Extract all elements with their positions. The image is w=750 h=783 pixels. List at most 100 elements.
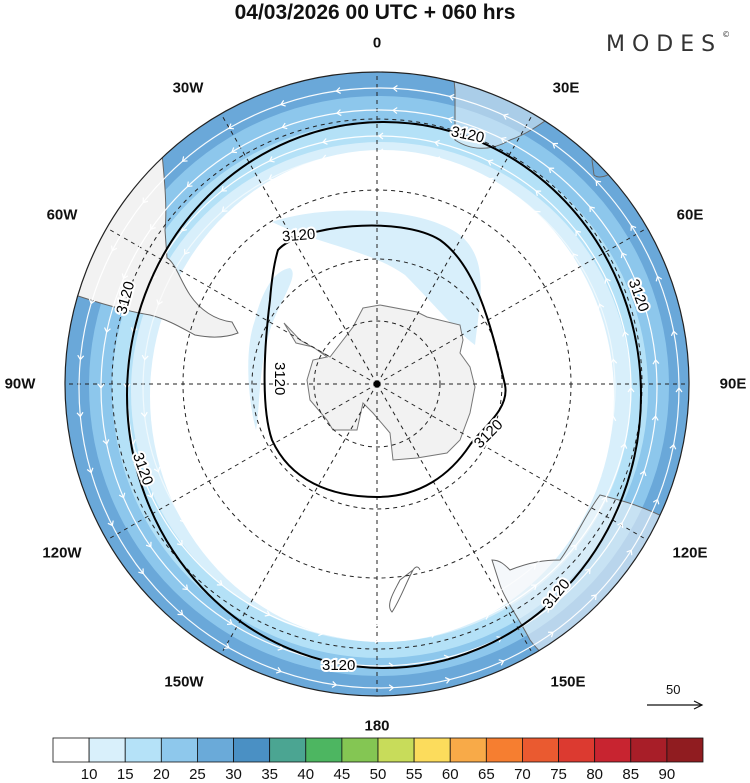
streamline-arrow-icon (121, 273, 129, 280)
streamline-arrow-icon (107, 520, 114, 527)
streamline-arrow-icon (627, 387, 635, 393)
streamline-arrow-icon (483, 595, 490, 602)
streamline-arrow-icon (617, 522, 624, 528)
streamline-arrow-icon (571, 544, 577, 551)
colorbar-label: 90 (658, 766, 676, 783)
streamline-arrow-icon (642, 303, 649, 310)
lon-label-60w: 60W (46, 206, 78, 224)
streamline-arrow-icon (670, 330, 678, 336)
streamline-arrow-icon (226, 619, 233, 625)
streamline-arrow-icon (97, 383, 105, 389)
contour-label: 3120 (281, 226, 316, 246)
meridian-line (106, 383, 378, 541)
new-zealand (389, 566, 421, 613)
streamline-arrow-icon (221, 206, 228, 213)
streamline-arrow-icon (591, 594, 597, 601)
streamline-arrow-icon (228, 123, 235, 130)
colorbar-label: 15 (116, 766, 134, 783)
lon-label-90w: 90W (4, 375, 36, 393)
streamline-arrow-icon (145, 541, 152, 548)
streamline-arrow-icon (502, 113, 509, 120)
streamline-arrow-icon (102, 439, 110, 445)
streamline-arrow-icon (434, 156, 441, 164)
streamline-arrow-icon (584, 568, 591, 575)
reference-vector-label: 50 (666, 682, 681, 697)
colorbar-label: 10 (80, 766, 98, 783)
colorbar-swatch (233, 737, 271, 763)
streamline-arrow-icon (179, 517, 186, 523)
streamline-arrow-icon (487, 159, 494, 166)
streamline-arrow-icon (281, 122, 288, 130)
streamline-arrow-icon (138, 568, 144, 575)
streamline-arrow-icon (153, 466, 161, 473)
streamline-arrow-icon (392, 85, 398, 92)
streamline-arrow-icon (76, 411, 84, 418)
colorbar-swatch (88, 737, 126, 763)
streamline-arrow-icon (231, 147, 237, 154)
streamline-arrow-icon (223, 642, 230, 650)
streamline-arrow-icon (572, 253, 579, 259)
streamline-arrow-icon (531, 584, 537, 591)
jet-patch-west (248, 268, 293, 430)
logo-text: MODES (606, 32, 723, 57)
streamlines (76, 85, 683, 692)
meridian-line (376, 227, 648, 385)
logo-mark: © (722, 30, 731, 39)
lon-label-60e: 60E (676, 206, 704, 224)
streamline-arrow-icon (675, 387, 683, 393)
streamline-arrow-icon (110, 245, 118, 252)
map-border (64, 71, 690, 697)
colorbar-label: 70 (514, 766, 531, 783)
colorbar-label: 20 (152, 766, 170, 783)
streamline-arrow-icon (568, 521, 575, 528)
streamline-arrow-icon (264, 610, 271, 617)
lon-label-90e: 90E (719, 375, 747, 393)
streamline-arrow-icon (268, 174, 275, 181)
colorbar-swatch (485, 737, 523, 763)
streamline-arrow-icon (388, 684, 395, 692)
streamline-arrow-icon (498, 659, 505, 666)
colorbar-label: 55 (405, 766, 423, 783)
streamline-arrow-icon (669, 443, 677, 450)
streamline-arrow-icon (597, 303, 605, 310)
colorbar-label: 30 (225, 766, 242, 783)
streamline-arrow-icon (331, 680, 338, 688)
streamline-arrow-icon (156, 299, 163, 306)
streamline-arrow-icon (321, 138, 328, 145)
lon-label-150w: 150W (164, 673, 204, 691)
streamline-arrow-icon (335, 109, 342, 117)
streamline-arrow-icon (500, 136, 507, 144)
streamline-arrow-icon (552, 142, 559, 149)
colorbar-swatch (52, 737, 90, 763)
streamline-arrow-icon (487, 177, 494, 184)
streamline-arrow-icon (604, 277, 611, 284)
colorbar-swatch (305, 737, 343, 763)
colorbar-swatch (413, 737, 451, 763)
streamline-arrow-icon (318, 629, 324, 637)
colorbar-label: 35 (261, 766, 278, 783)
lon-label-180: 180 (364, 717, 390, 735)
contour-3120-outer (126, 121, 642, 669)
colorbar-label: 75 (550, 766, 567, 783)
meridian-line (220, 113, 378, 385)
streamline-arrow-icon (630, 224, 637, 231)
colorbar-swatch (341, 737, 379, 763)
lon-label-30w: 30W (172, 79, 204, 97)
streamline-arrow-icon (176, 540, 183, 546)
streamline-arrow-icon (392, 107, 398, 115)
streamline-arrow-icon (447, 116, 454, 124)
streamline-arrow-icon (483, 613, 490, 620)
streamline-arrow-icon (335, 87, 341, 94)
colorbar-swatch (449, 737, 487, 763)
streamline-arrow-icon (183, 248, 190, 255)
streamline-arrow-icon (530, 563, 537, 570)
streamline-arrow-icon (601, 496, 608, 503)
streamline-arrow-icon (535, 190, 542, 196)
streamline-arrow-icon (221, 185, 227, 192)
colorbar-label: 60 (441, 766, 459, 783)
colorbar-label: 80 (586, 766, 603, 783)
streamline-arrow-icon (430, 614, 437, 622)
colorbar-swatch (124, 737, 162, 763)
